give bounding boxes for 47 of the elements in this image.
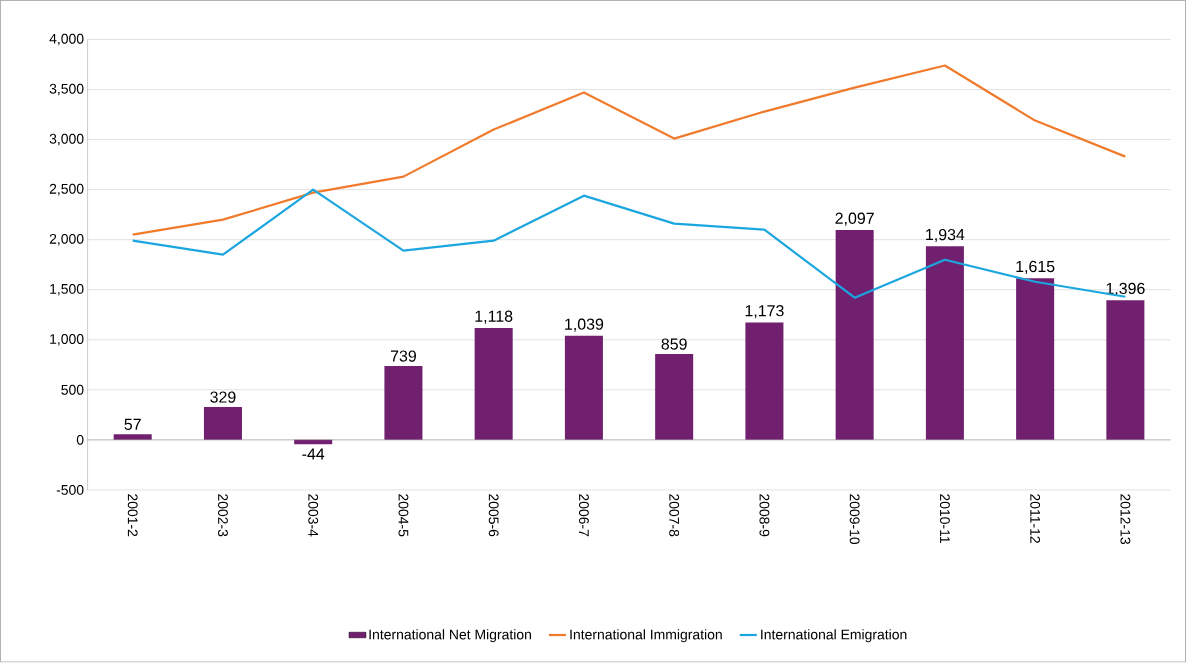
data-label: 329 [210,391,236,403]
x-tick-label: 2008-9 [759,494,770,537]
x-tick-label: 2001-2 [127,494,138,537]
x-tick-label: 2002-3 [218,494,228,537]
data-label: 1,118 [475,310,513,324]
bar [1016,278,1055,441]
y-tick-label: 0 [76,435,84,446]
y-tick-label: 3,000 [49,134,84,146]
legend-label: International Net Migration [369,629,531,643]
data-label: 2,097 [835,212,874,226]
x-tick-label: 2007-8 [669,494,680,537]
data-label: 57 [124,419,141,431]
bar [564,336,603,441]
data-label: 739 [390,350,416,362]
bar [745,322,784,441]
y-tick-label: 500 [61,385,84,395]
bar [203,407,242,441]
y-tick-label: 3,500 [49,84,84,96]
data-label: 1,934 [926,229,965,243]
data-label: -44 [302,448,325,460]
bar [925,246,964,441]
x-tick-label: 2006-7 [578,494,589,537]
bar [1106,300,1145,441]
data-label: 1,615 [1016,261,1055,275]
x-tick-label: 2005-6 [488,494,499,537]
legend-label: International Immigration [570,629,722,643]
x-tick-label: 2003-4 [308,494,319,537]
data-label: 1,396 [1106,282,1145,297]
x-tick-label: 2010-11 [939,494,950,544]
bar [655,354,694,441]
x-tick-label: 2009-10 [849,494,860,545]
data-label: 859 [661,338,687,350]
bar [474,328,513,441]
bar [384,366,423,441]
y-tick-label: 2,000 [49,234,84,246]
data-label: 1,173 [745,305,784,319]
data-label: 1,039 [565,318,604,332]
y-tick-label: -500 [56,485,84,496]
legend-label: International Emigration [761,629,907,643]
y-tick-label: 2,500 [49,184,84,196]
x-tick-label: 2012-13 [1120,494,1131,545]
x-tick-label: 2004-5 [398,494,409,537]
x-tick-label: 2011-12 [1030,494,1041,544]
y-tick-label: 4,000 [49,33,84,46]
y-tick-label: 1,500 [50,284,84,296]
y-tick-label: 1,000 [50,334,84,346]
bar [835,230,874,441]
